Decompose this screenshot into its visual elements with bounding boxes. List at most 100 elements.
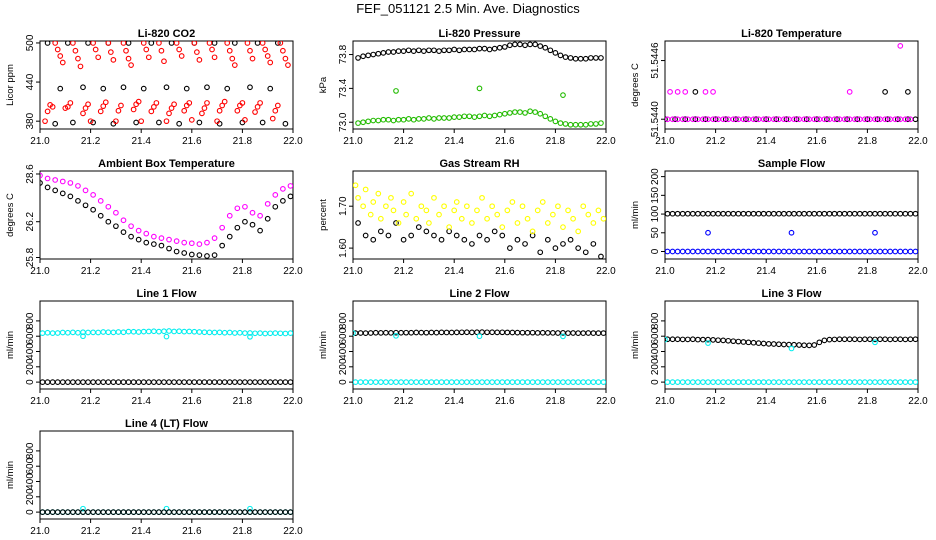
data-point	[912, 248, 918, 255]
data-point	[206, 379, 213, 385]
data-point	[135, 329, 142, 335]
data-point	[120, 509, 127, 515]
data-point	[370, 236, 377, 243]
data-point	[247, 505, 253, 512]
data-point	[90, 329, 96, 336]
data-point	[264, 200, 271, 207]
y-tick-label: 51.5440	[650, 101, 661, 138]
data-point	[75, 197, 81, 204]
data-point	[765, 248, 772, 255]
plot-frame	[352, 40, 607, 130]
data-point	[874, 116, 881, 123]
data-point	[892, 336, 899, 343]
data-point	[544, 220, 551, 226]
data-point	[674, 248, 681, 255]
y-tick-label: 400	[25, 343, 36, 360]
data-point	[156, 119, 162, 126]
data-point	[166, 509, 172, 515]
data-point	[598, 253, 604, 259]
data-point	[494, 379, 501, 385]
data-point	[231, 62, 238, 68]
y-tick-label: 800	[25, 442, 36, 459]
data-point	[552, 118, 559, 125]
data-point	[95, 379, 102, 385]
data-point	[287, 509, 293, 515]
y-tick-label: 200	[650, 168, 661, 185]
data-point	[128, 223, 134, 230]
data-point	[484, 236, 490, 243]
y-tick-label: 50	[650, 227, 661, 239]
data-point	[841, 336, 848, 343]
data-point	[476, 232, 483, 239]
data-point	[211, 379, 218, 385]
data-point	[682, 88, 689, 95]
data-point	[788, 345, 795, 352]
data-point	[753, 116, 759, 123]
data-point	[846, 210, 853, 217]
data-point	[128, 233, 134, 240]
data-point	[695, 210, 701, 217]
data-point	[806, 248, 813, 255]
data-point	[390, 207, 397, 214]
data-point	[446, 47, 452, 54]
data-point	[128, 62, 134, 68]
data-point	[426, 115, 432, 121]
y-axis-label: kPa	[318, 76, 329, 93]
data-point	[211, 235, 218, 241]
data-point	[211, 329, 218, 336]
data-point	[461, 46, 468, 53]
data-point	[674, 210, 681, 217]
data-point	[426, 220, 432, 226]
data-point	[593, 121, 599, 127]
data-point	[469, 329, 475, 336]
data-point	[431, 232, 437, 239]
data-point	[272, 192, 279, 198]
data-point	[524, 379, 531, 385]
data-point	[252, 379, 258, 385]
panel-line1: Line 1 Flow 21.0 21.2 21.4 21.6 21.8 22.0 0 2004…	[5, 288, 303, 407]
data-point	[801, 248, 808, 255]
data-point	[476, 45, 483, 52]
data-point	[514, 236, 521, 243]
data-point	[841, 248, 848, 255]
data-point	[441, 47, 447, 54]
data-point	[674, 88, 681, 95]
data-point	[702, 88, 709, 95]
data-point	[196, 329, 203, 335]
data-point	[882, 336, 888, 343]
data-point	[529, 329, 536, 336]
data-point	[667, 88, 673, 95]
data-point	[398, 379, 404, 385]
data-point	[532, 41, 539, 48]
data-point	[370, 199, 377, 205]
y-tick-label: 51.5446	[650, 42, 661, 79]
data-point	[438, 236, 445, 243]
data-point	[555, 379, 561, 385]
data-point	[249, 209, 256, 216]
data-point	[796, 379, 802, 385]
data-point	[907, 336, 914, 343]
y-tick-label: 73.0	[338, 112, 349, 132]
y-tick-label: 25.8	[25, 247, 36, 267]
data-point	[140, 379, 147, 385]
data-point	[186, 509, 193, 515]
data-point	[872, 379, 878, 385]
x-tick-label: 22.0	[283, 526, 303, 537]
data-point	[710, 88, 716, 95]
data-point	[181, 239, 188, 246]
data-point	[375, 117, 382, 124]
data-point	[882, 379, 888, 385]
data-point	[665, 116, 668, 123]
data-point	[590, 379, 597, 385]
data-point	[887, 379, 894, 385]
data-point	[370, 51, 377, 58]
data-point	[355, 194, 361, 201]
data-point	[700, 336, 706, 343]
x-tick-label: 21.6	[495, 136, 515, 147]
data-point	[120, 379, 127, 385]
x-tick-label: 21.4	[131, 266, 151, 277]
data-point	[499, 232, 506, 239]
data-point	[138, 118, 145, 125]
data-point	[367, 211, 374, 218]
y-tick-label: 100	[650, 205, 661, 222]
